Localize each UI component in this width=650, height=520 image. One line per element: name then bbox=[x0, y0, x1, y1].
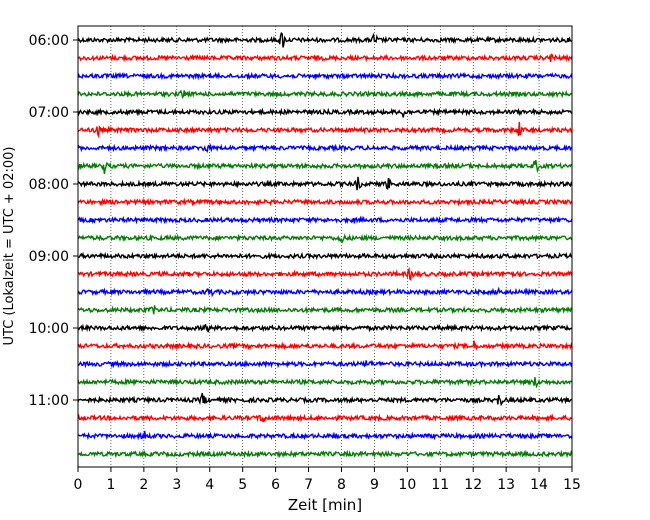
x-tick-label: 5 bbox=[238, 477, 247, 493]
trace-line bbox=[77, 31, 573, 48]
trace-line bbox=[77, 71, 573, 81]
x-tick-label: 7 bbox=[304, 477, 313, 493]
trace-line bbox=[77, 413, 573, 423]
trace-line bbox=[77, 233, 573, 244]
y-tick-label: 06:00 bbox=[29, 33, 69, 49]
x-tick-label: 12 bbox=[464, 477, 482, 493]
y-tick-label: 09:00 bbox=[29, 249, 69, 265]
trace-line bbox=[77, 176, 573, 191]
x-tick-label: 14 bbox=[530, 477, 548, 493]
trace-line bbox=[77, 53, 573, 63]
trace-line bbox=[77, 449, 573, 459]
trace-line bbox=[77, 143, 573, 154]
trace-line bbox=[77, 197, 573, 207]
y-tick-label: 11:00 bbox=[29, 393, 69, 409]
x-axis: 0 1 2 3 4 5 6 7 8 9 10 11 12 13 14 15 bbox=[74, 467, 581, 493]
y-axis: 06:00 07:00 08:00 09:00 10:00 11:00 bbox=[29, 33, 78, 409]
trace-line bbox=[77, 392, 573, 407]
x-tick-label: 13 bbox=[497, 477, 515, 493]
trace-line bbox=[77, 377, 573, 389]
trace-line bbox=[77, 107, 573, 118]
x-tick-label: 9 bbox=[370, 477, 379, 493]
y-axis-title: UTC (Lokalzeit = UTC + 02:00) bbox=[2, 147, 17, 346]
x-axis-title: Zeit [min] bbox=[288, 496, 362, 514]
trace-line bbox=[77, 340, 573, 351]
x-tick-label: 10 bbox=[398, 477, 416, 493]
x-tick-label: 15 bbox=[563, 477, 581, 493]
plot-frame bbox=[77, 25, 573, 468]
x-tick-label: 3 bbox=[172, 477, 181, 493]
x-tick-label: 8 bbox=[337, 477, 346, 493]
x-tick-label: 6 bbox=[271, 477, 280, 493]
trace-line bbox=[77, 215, 573, 225]
trace-line bbox=[77, 305, 573, 315]
x-tick-label: 1 bbox=[106, 477, 115, 493]
x-tick-label: 2 bbox=[139, 477, 148, 493]
x-tick-label: 4 bbox=[205, 477, 214, 493]
y-tick-label: 08:00 bbox=[29, 177, 69, 193]
trace-line bbox=[77, 323, 573, 333]
trace-line bbox=[77, 121, 573, 139]
x-tick-label: 0 bbox=[74, 477, 83, 493]
trace-line bbox=[77, 359, 573, 369]
y-tick-label: 07:00 bbox=[29, 105, 69, 121]
trace-line bbox=[77, 430, 573, 441]
plot-background bbox=[78, 26, 572, 467]
x-tick-label: 11 bbox=[431, 477, 449, 493]
trace-series bbox=[77, 31, 573, 459]
trace-line bbox=[77, 286, 573, 298]
trace-line bbox=[77, 266, 573, 282]
trace-line bbox=[77, 251, 573, 261]
trace-line bbox=[77, 89, 573, 100]
trace-line bbox=[77, 159, 573, 175]
y-tick-label: 10:00 bbox=[29, 321, 69, 337]
